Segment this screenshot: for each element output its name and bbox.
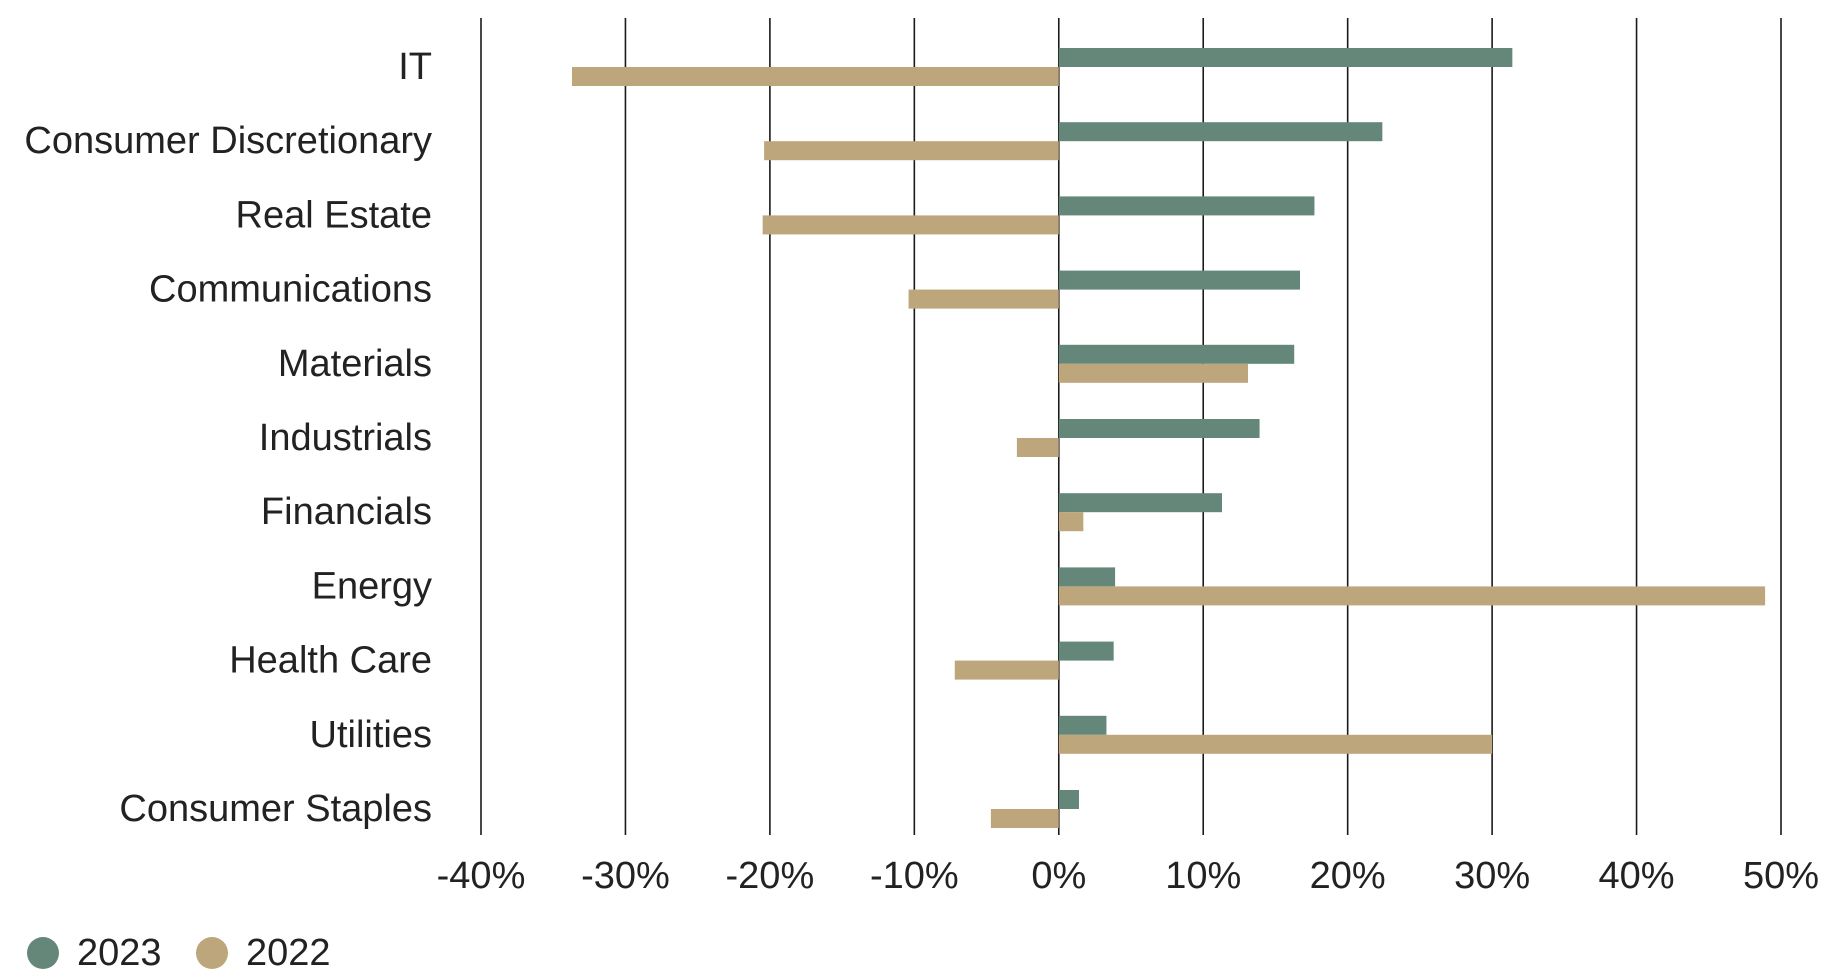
x-tick-label-10: -10% — [870, 855, 959, 897]
category-label-consumer-staples: Consumer Staples — [119, 788, 432, 830]
legend-marker-2022 — [196, 937, 228, 969]
bar-real-estate-2023 — [1058, 196, 1315, 216]
bar-utilities-2023 — [1058, 715, 1107, 735]
category-label-industrials: Industrials — [259, 417, 432, 459]
category-label-utilities: Utilities — [310, 714, 432, 756]
category-label-health-care: Health Care — [229, 640, 432, 682]
category-label-communications: Communications — [149, 269, 432, 311]
bar-real-estate-2022 — [762, 215, 1059, 235]
bar-industrials-2022 — [1016, 438, 1059, 457]
bar-industrials-2023 — [1058, 419, 1260, 438]
category-label-real-estate: Real Estate — [236, 194, 432, 236]
category-label-consumer-discretionary: Consumer Discretionary — [24, 120, 432, 162]
bar-communications-2022 — [908, 289, 1059, 309]
bar-communications-2023 — [1058, 270, 1300, 290]
bar-it-2023 — [1058, 48, 1513, 67]
bar-financials-2022 — [1058, 512, 1084, 532]
category-label-it: IT — [398, 46, 432, 88]
x-tick-label-10: 10% — [1165, 855, 1241, 897]
legend-label-2022: 2022 — [246, 932, 331, 974]
category-labels: IT Consumer Discretionary Real Estate Commu… — [24, 46, 432, 830]
x-tick-label-20: 20% — [1310, 855, 1386, 897]
bar-financials-2023 — [1058, 493, 1222, 513]
bar-consumer-staples-2022 — [990, 809, 1059, 828]
bar-it-2022 — [572, 67, 1059, 86]
x-tick-label-30: -30% — [581, 855, 670, 897]
bar-health-care-2022 — [954, 660, 1059, 680]
category-label-financials: Financials — [261, 491, 432, 533]
bar-energy-2022 — [1058, 586, 1766, 606]
x-tick-label-40: 40% — [1599, 855, 1675, 897]
category-label-materials: Materials — [278, 343, 432, 385]
bar-consumer-discretionary-2023 — [1058, 122, 1383, 142]
x-tick-label-40: -40% — [437, 855, 526, 897]
x-tick-label-50: 50% — [1743, 855, 1819, 897]
x-axis-tick-labels: -40% -30% -20% -10% 0% 10% 20% 30% 40% 50% — [437, 855, 1819, 897]
bar-energy-2023 — [1058, 567, 1116, 587]
legend: 2023 2022 — [27, 932, 331, 974]
bars — [572, 48, 1766, 828]
x-tick-label-0: 0% — [1031, 855, 1086, 897]
bar-consumer-discretionary-2022 — [764, 141, 1059, 161]
bar-materials-2023 — [1058, 344, 1295, 364]
legend-marker-2023 — [27, 937, 59, 969]
legend-label-2023: 2023 — [77, 932, 162, 974]
bar-materials-2022 — [1058, 363, 1248, 383]
category-label-energy: Energy — [312, 565, 432, 607]
x-tick-label-30: 30% — [1454, 855, 1530, 897]
x-tick-label-20: -20% — [726, 855, 815, 897]
bar-utilities-2022 — [1058, 734, 1493, 754]
bar-health-care-2023 — [1058, 641, 1114, 661]
bar-consumer-staples-2023 — [1058, 790, 1079, 809]
